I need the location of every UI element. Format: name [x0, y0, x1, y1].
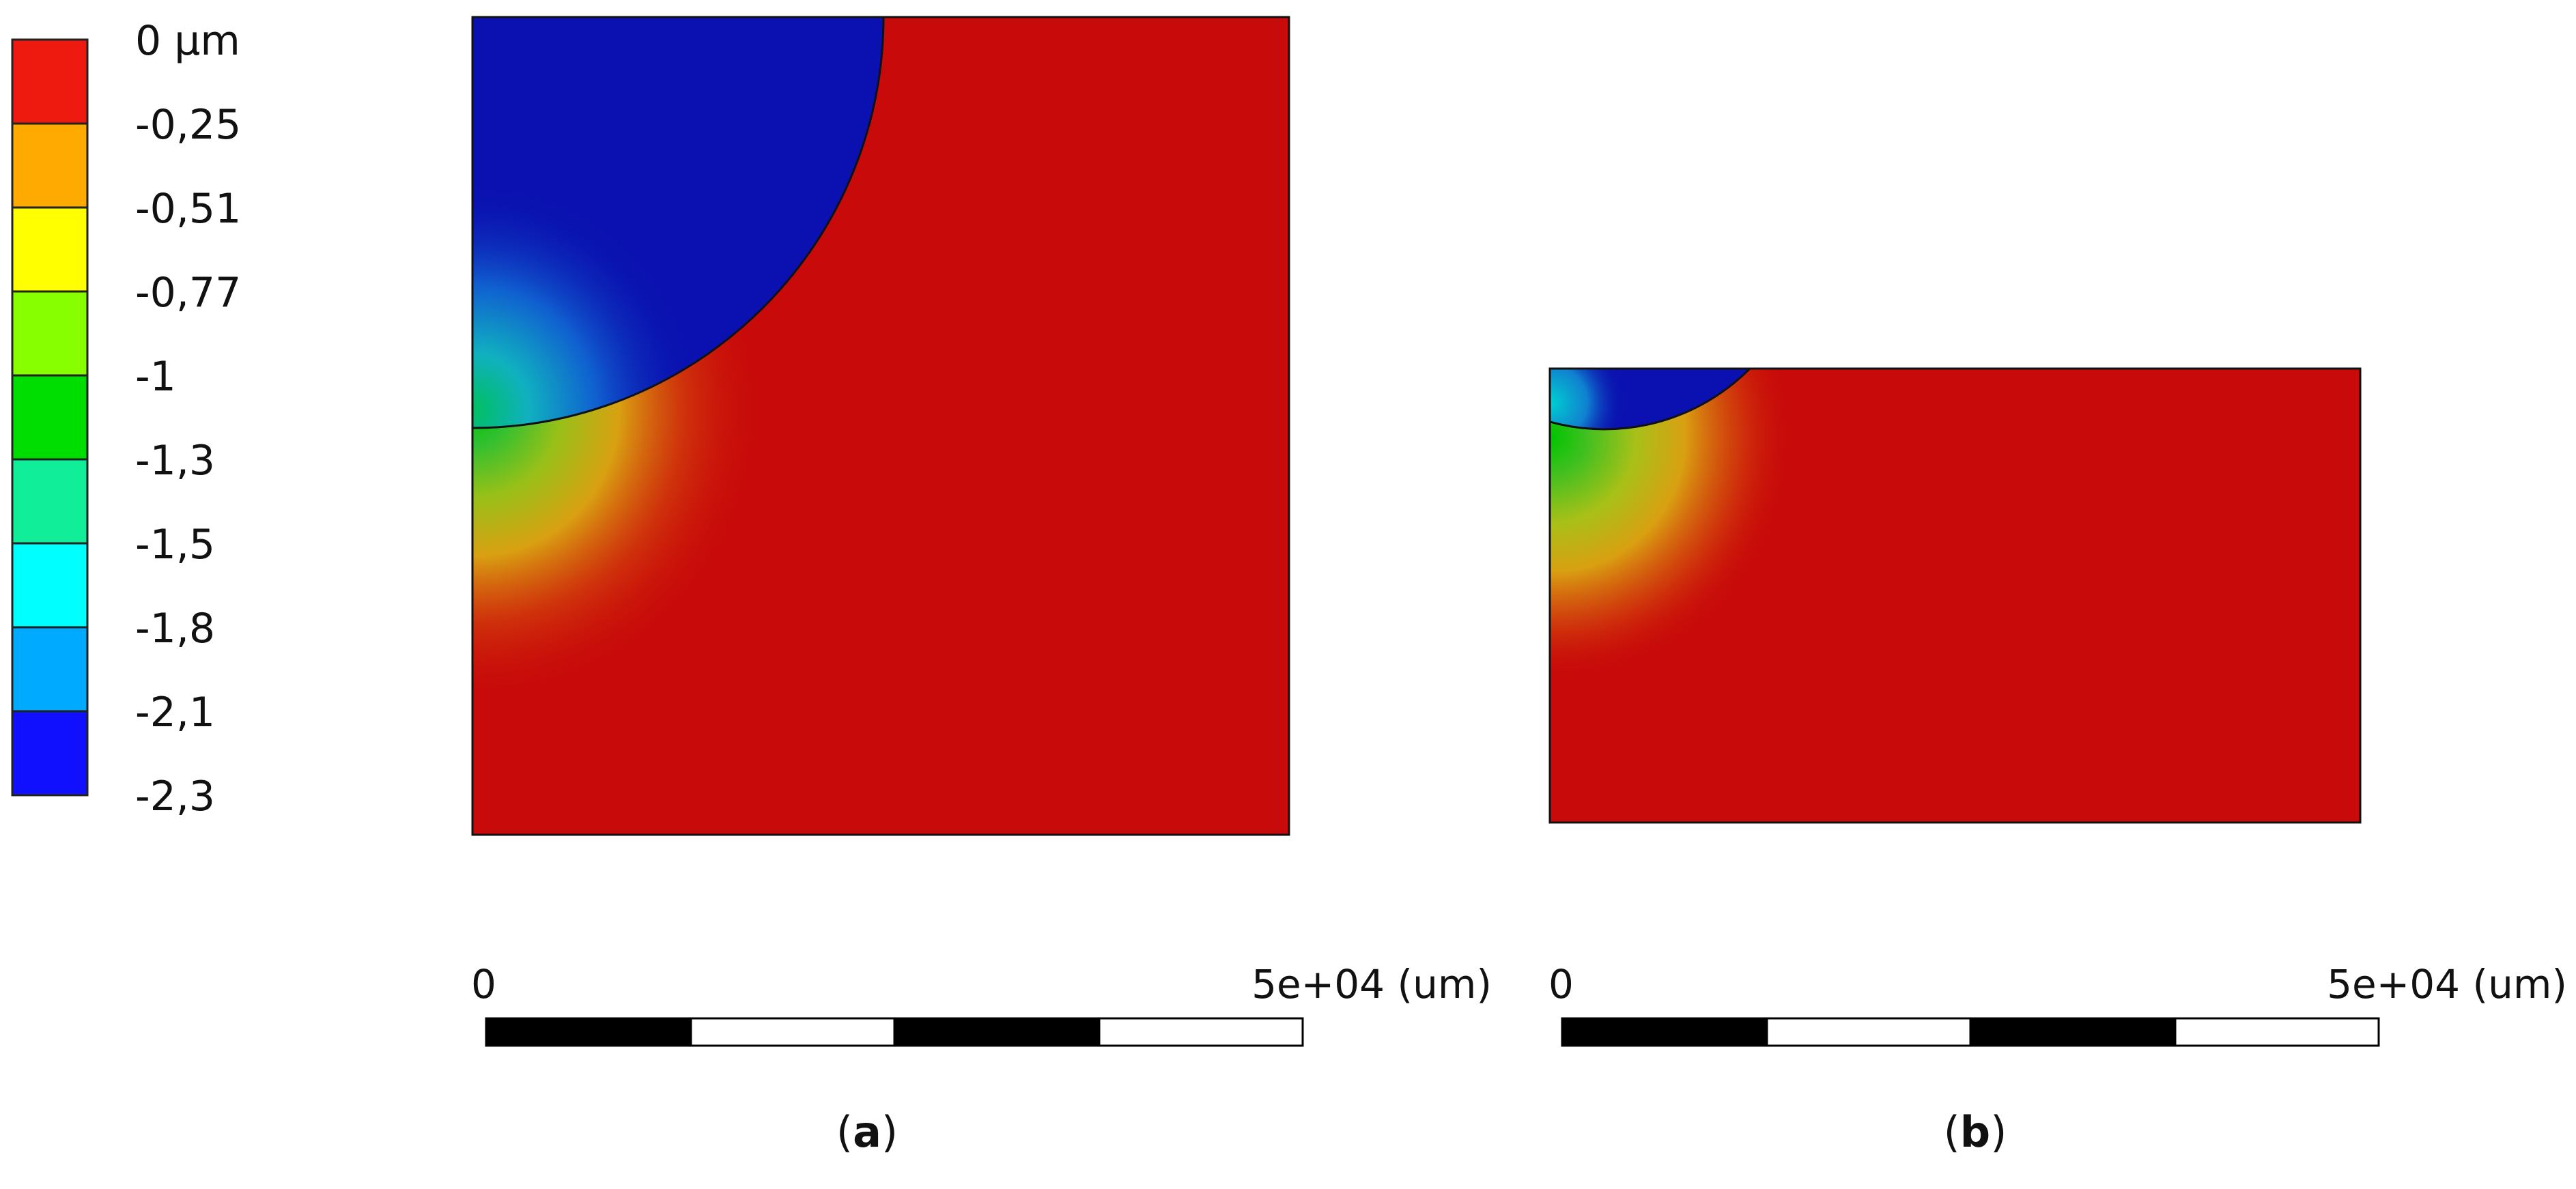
- panel-a-scale-start: 0: [471, 961, 496, 1007]
- panel-a-scale-seg-1: [485, 1017, 692, 1047]
- panel-b-caption: (b): [1944, 1107, 2007, 1157]
- panel-b-caption-letter: b: [1960, 1107, 1990, 1157]
- legend-labels: 0 µm -0,25 -0,51 -0,77 -1 -1,3 -1,5 -1,8 -2,1 -2,…: [135, 17, 241, 820]
- legend-label-3: -0,51: [135, 185, 241, 233]
- panel-a-caption-letter: a: [853, 1107, 881, 1157]
- panel-b-scale-start: 0: [1548, 961, 1574, 1007]
- legend-label-6: -1,3: [135, 437, 215, 485]
- legend-label-7: -1,5: [135, 521, 215, 569]
- panel-b-contact-boundary: [1550, 369, 1751, 431]
- panel-b: [1550, 369, 2360, 822]
- panel-b-scale-seg-4: [2174, 1017, 2380, 1047]
- panel-b-scale-bar: 0 5e+04 (um): [1548, 961, 2567, 1047]
- legend-label-10: -2,3: [135, 773, 215, 820]
- legend-swatch-3: [11, 206, 89, 293]
- legend-label-2: -0,25: [135, 101, 241, 149]
- panel-a-scale-seg-4: [1098, 1017, 1304, 1047]
- panel-b-frame: [1548, 367, 2362, 824]
- legend-swatch-6: [11, 458, 89, 545]
- panel-a-scale-seg-2: [690, 1017, 896, 1047]
- panel-a-contact-gradient: [472, 184, 698, 428]
- legend-label-5: -1: [135, 353, 176, 401]
- legend-swatch-1: [11, 38, 89, 125]
- legend-colorbar: [11, 38, 89, 797]
- panel-a-scale-bar: 0 5e+04 (um): [471, 961, 1492, 1047]
- legend-swatch-5: [11, 374, 89, 461]
- legend-label-8: -1,8: [135, 605, 215, 653]
- panel-b-scale-seg-2: [1766, 1017, 1972, 1047]
- legend-label-4: -0,77: [135, 269, 241, 317]
- panel-b-scale-seg-1: [1561, 1017, 1768, 1047]
- panel-b-gradient: [1550, 369, 1796, 683]
- legend-label-1: 0 µm: [135, 17, 240, 65]
- panel-a-scale-end: 5e+04 (um): [1251, 961, 1492, 1007]
- legend-swatch-4: [11, 290, 89, 377]
- legend-swatch-2: [11, 122, 89, 209]
- panel-a-scale-seg-3: [893, 1017, 1101, 1047]
- panel-a: [472, 17, 1289, 835]
- legend-label-9: -2,1: [135, 689, 215, 736]
- panel-a-contact-boundary: [472, 17, 885, 429]
- panel-b-scale-seg-3: [1969, 1017, 2177, 1047]
- panel-a-frame: [471, 16, 1290, 836]
- legend-swatch-7: [11, 542, 89, 629]
- panel-a-caption: (a): [836, 1107, 898, 1157]
- legend-swatch-8: [11, 626, 89, 713]
- panel-b-scale-end: 5e+04 (um): [2327, 961, 2567, 1007]
- legend-swatch-9: [11, 710, 89, 797]
